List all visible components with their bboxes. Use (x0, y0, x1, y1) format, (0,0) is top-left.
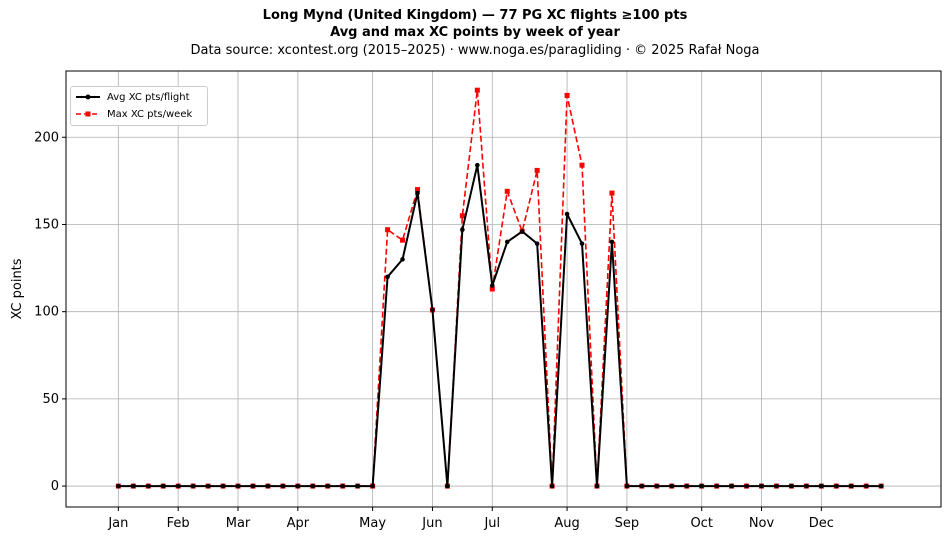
data-point-avg (549, 483, 555, 489)
data-point-avg (310, 483, 316, 489)
data-point-avg (235, 483, 241, 489)
data-point-avg (116, 483, 121, 489)
data-point-avg (789, 483, 794, 489)
data-point-avg (190, 483, 196, 489)
data-point-max (564, 92, 570, 98)
series-line-avg (118, 164, 882, 488)
data-point-avg (579, 241, 585, 246)
data-point-avg (250, 483, 256, 489)
data-point-avg (714, 483, 719, 489)
data-point-max (459, 213, 465, 219)
y-tick-label: 150 (34, 217, 59, 232)
data-point-avg (355, 483, 360, 489)
y-tick-label: 200 (34, 130, 59, 145)
data-point-avg (684, 483, 690, 489)
x-tick-label: Aug (554, 516, 579, 531)
x-tick-label: Jan (107, 516, 128, 531)
data-point-max (414, 187, 420, 193)
x-tick-label: Jun (421, 516, 442, 531)
legend-label-max: Max XC pts/week (107, 108, 193, 120)
legend-swatch-max (76, 111, 100, 117)
x-tick-label: May (359, 516, 386, 531)
data-point-avg (833, 483, 839, 489)
data-point-avg (385, 274, 390, 280)
x-tick-label: Jul (483, 516, 500, 531)
x-tick-label: Nov (749, 516, 775, 531)
data-point-avg (863, 483, 869, 489)
data-point-avg (819, 483, 824, 489)
data-point-avg (415, 190, 420, 196)
data-point-avg (430, 307, 435, 313)
legend-swatch-avg (76, 94, 100, 100)
chart-subtitle: Avg and max XC points by week of year (330, 25, 620, 40)
data-point-avg (624, 483, 630, 489)
data-point-avg (325, 483, 331, 489)
data-point-avg (609, 239, 615, 245)
data-point-avg (519, 229, 525, 234)
data-point-max (534, 167, 540, 173)
y-tick-label: 50 (42, 392, 59, 407)
data-point-avg (774, 483, 779, 489)
data-point-avg (205, 483, 211, 489)
data-point-avg (669, 483, 675, 489)
data-point-avg (564, 211, 570, 217)
x-tick-label: Sep (615, 516, 640, 531)
x-tick-label: Apr (287, 516, 310, 531)
chart-source-note: Data source: xcontest.org (2015–2025) · … (190, 43, 760, 58)
data-point-avg (639, 483, 645, 489)
data-point-avg (175, 483, 181, 489)
data-point-avg (445, 483, 450, 489)
chart-legend: Avg XC pts/flight Max XC pts/week (70, 86, 208, 126)
y-tick-label: 100 (34, 305, 59, 320)
data-point-max (504, 188, 510, 194)
data-point-avg (460, 227, 465, 233)
data-point-max (489, 286, 495, 292)
x-tick-label: Oct (690, 516, 712, 531)
data-point-avg (265, 483, 271, 489)
chart-title: Long Mynd (United Kingdom) — 77 PG XC fl… (262, 8, 688, 23)
data-point-avg (504, 239, 510, 245)
data-point-avg (534, 241, 540, 246)
data-point-max (400, 237, 406, 243)
data-point-avg (744, 483, 749, 489)
data-point-avg (475, 162, 480, 168)
data-point-avg (131, 483, 136, 489)
y-tick-label: 0 (51, 479, 59, 494)
data-point-avg (848, 483, 854, 489)
data-point-max (385, 227, 391, 233)
data-point-avg (699, 483, 704, 489)
data-point-avg (220, 483, 226, 489)
data-point-max (474, 87, 480, 93)
data-point-avg (160, 483, 166, 489)
data-point-avg (400, 257, 405, 262)
data-point-max (579, 162, 585, 168)
data-point-avg (804, 483, 809, 489)
data-point-max (609, 190, 615, 196)
data-point-avg (878, 483, 884, 489)
data-point-avg (340, 483, 346, 489)
data-point-avg (145, 483, 151, 489)
data-point-avg (729, 483, 734, 489)
data-point-avg (759, 483, 764, 489)
data-point-avg (594, 483, 600, 489)
x-tick-label: Feb (167, 516, 190, 531)
x-tick-label: Dec (809, 516, 834, 531)
data-point-avg (654, 483, 660, 489)
y-axis-label: XC points (10, 258, 25, 319)
data-point-avg (489, 283, 495, 288)
data-point-avg (370, 483, 375, 489)
plot-frame (65, 70, 942, 508)
series-line-max (118, 89, 882, 487)
data-point-avg (280, 483, 286, 489)
data-point-avg (295, 483, 301, 489)
legend-item-avg: Avg XC pts/flight (75, 90, 190, 104)
legend-label-avg: Avg XC pts/flight (107, 91, 190, 103)
legend-item-max: Max XC pts/week (75, 107, 192, 121)
x-tick-label: Mar (226, 516, 251, 531)
